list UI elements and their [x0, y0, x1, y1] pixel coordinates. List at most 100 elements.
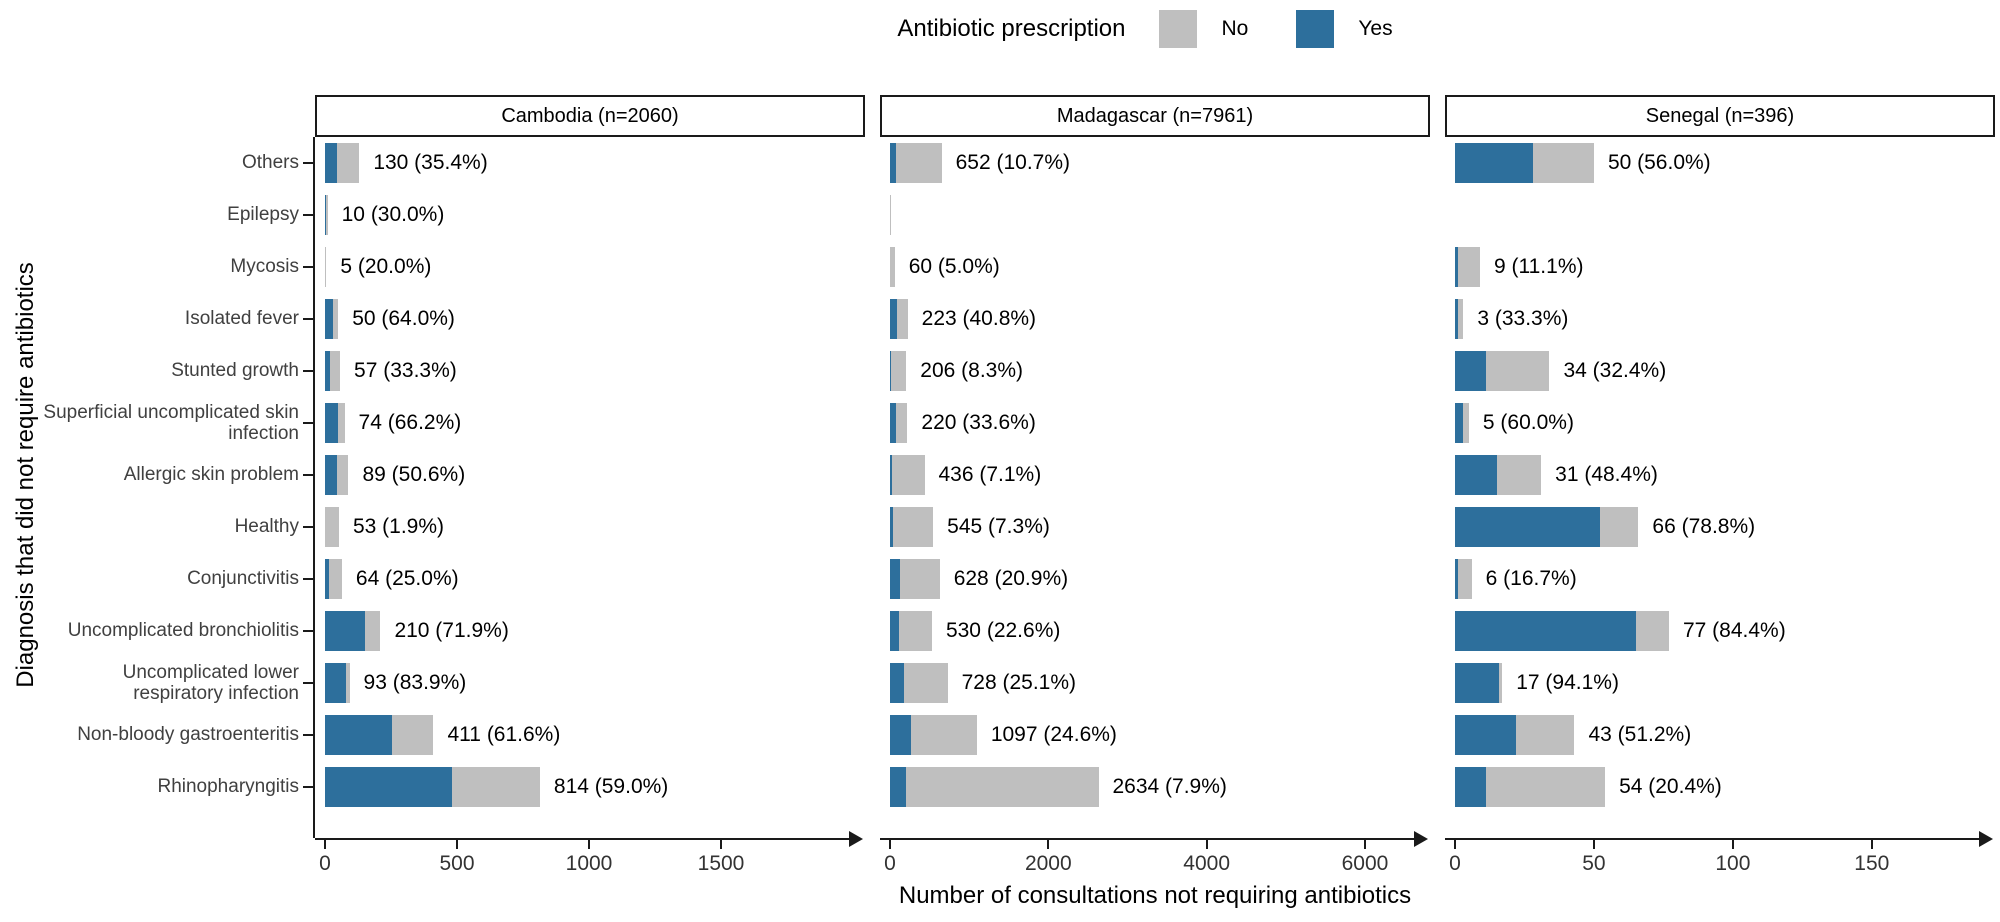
y-tick — [303, 422, 313, 424]
stacked-bar — [325, 559, 342, 599]
bar-segment-no — [890, 247, 895, 287]
bar-segment-no — [897, 299, 908, 339]
bar-row: 10 (30.0%) — [315, 189, 865, 241]
bar-segment-no — [336, 455, 349, 495]
bar-row: 9 (11.1%) — [1445, 241, 1995, 293]
stacked-bar — [1455, 247, 1480, 287]
stacked-bar — [325, 195, 328, 235]
bar-segment-yes — [890, 663, 905, 703]
bar-segment-no — [333, 299, 339, 339]
x-tick-label: 150 — [1854, 852, 1890, 875]
bar-value-label: 66 (78.8%) — [1652, 515, 1756, 538]
bar-row: 77 (84.4%) — [1445, 605, 1995, 657]
x-axis-arrow-icon — [1414, 831, 1428, 847]
x-tick — [1592, 840, 1595, 849]
stacked-bar — [325, 611, 381, 651]
bar-segment-no — [893, 507, 934, 547]
bar-segment-yes — [890, 611, 900, 651]
bar-row: 436 (7.1%) — [880, 449, 1430, 501]
legend-label-no: No — [1221, 17, 1249, 40]
legend-item-no: No — [1159, 10, 1248, 48]
stacked-bar — [890, 247, 895, 287]
bar-segment-no — [895, 143, 942, 183]
y-tick — [303, 734, 313, 736]
bar-value-label: 1097 (24.6%) — [990, 723, 1117, 746]
legend-item-yes: Yes — [1296, 10, 1393, 48]
bar-segment-no — [1532, 143, 1594, 183]
bar-segment-no — [364, 611, 381, 651]
bar-segment-no — [1635, 611, 1669, 651]
stacked-bar — [1455, 351, 1550, 391]
bar-segment-yes — [1455, 403, 1464, 443]
y-tick — [303, 370, 313, 372]
bar-segment-no — [451, 767, 540, 807]
facet-title-madagascar: Madagascar (n=7961) — [880, 95, 1430, 137]
category-label: Rhinopharyngitis — [157, 776, 299, 798]
x-tick-label: 2000 — [1024, 852, 1072, 875]
bar-segment-no — [391, 715, 434, 755]
stacked-bar — [325, 715, 434, 755]
bar-row: 728 (25.1%) — [880, 657, 1430, 709]
x-tick-label: 4000 — [1183, 852, 1230, 875]
bar-segment-yes — [890, 767, 907, 807]
bar-value-label: 50 (56.0%) — [1607, 151, 1711, 174]
bar-segment-yes — [325, 611, 365, 651]
x-tick-label: 1500 — [697, 852, 745, 875]
bar-segment-no — [337, 143, 360, 183]
bar-value-label: 728 (25.1%) — [961, 671, 1077, 694]
bar-value-label: 545 (7.3%) — [947, 515, 1050, 538]
stacked-bar — [1455, 559, 1472, 599]
bar-row: 3 (33.3%) — [1445, 293, 1995, 345]
bar-segment-no — [329, 559, 342, 599]
bar-value-label: 130 (35.4%) — [373, 151, 488, 174]
bar-value-label: 10 (30.0%) — [341, 203, 445, 226]
stacked-bar — [325, 767, 540, 807]
bar-segment-yes — [325, 767, 452, 807]
bar-row: 64 (25.0%) — [315, 553, 865, 605]
bar-value-label: 411 (61.6%) — [447, 723, 561, 746]
bar-value-label: 220 (33.6%) — [921, 411, 1036, 434]
bar-row: 652 (10.7%) — [880, 137, 1430, 189]
x-tick-label: 0 — [884, 852, 896, 875]
stacked-bar — [1455, 403, 1469, 443]
bar-value-label: 9 (11.1%) — [1494, 255, 1584, 278]
stacked-bar — [890, 611, 932, 651]
bar-row — [1445, 189, 1995, 241]
bar-segment-yes — [1455, 299, 1458, 339]
bar-value-label: 31 (48.4%) — [1555, 463, 1658, 486]
bar-row: 31 (48.4%) — [1445, 449, 1995, 501]
bar-row: 220 (33.6%) — [880, 397, 1430, 449]
bar-segment-no — [1516, 715, 1575, 755]
stacked-bar — [890, 767, 1099, 807]
stacked-bar — [890, 351, 907, 391]
bar-value-label: 74 (66.2%) — [358, 411, 462, 434]
bar-segment-yes — [325, 299, 334, 339]
bar-segment-yes — [890, 299, 898, 339]
bar-segment-no — [1457, 299, 1464, 339]
bar-segment-yes — [1455, 351, 1486, 391]
stacked-bar — [1455, 767, 1606, 807]
bar-value-label: 530 (22.6%) — [945, 619, 1061, 642]
bar-segment-no — [906, 767, 1099, 807]
bar-value-label: 814 (59.0%) — [553, 775, 669, 798]
stacked-bar — [890, 143, 942, 183]
bar-segment-yes — [890, 403, 896, 443]
bar-segment-yes — [325, 403, 338, 443]
y-tick — [303, 214, 313, 216]
stacked-bar — [325, 663, 350, 703]
bar-segment-yes — [325, 143, 338, 183]
bar-segment-no — [325, 507, 339, 547]
bar-row: 89 (50.6%) — [315, 449, 865, 501]
x-axis-line — [1445, 838, 1981, 840]
bar-row: 2634 (7.9%) — [880, 761, 1430, 813]
stacked-bar — [325, 403, 345, 443]
bar-row: 210 (71.9%) — [315, 605, 865, 657]
stacked-bar — [1455, 143, 1594, 183]
bar-value-label: 3 (33.3%) — [1477, 307, 1569, 330]
bar-segment-yes — [1455, 247, 1458, 287]
stacked-bar — [890, 663, 948, 703]
bar-segment-no — [899, 611, 932, 651]
bar-segment-yes — [1455, 715, 1517, 755]
bar-row: 66 (78.8%) — [1445, 501, 1995, 553]
bar-value-label: 6 (16.7%) — [1485, 567, 1577, 590]
